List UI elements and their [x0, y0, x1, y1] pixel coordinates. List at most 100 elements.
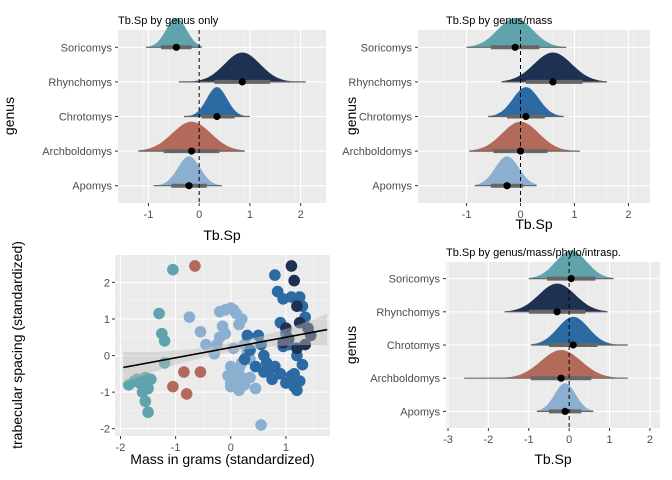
point-estimate-archboldomys [516, 147, 525, 155]
point-chrotomys [244, 344, 256, 356]
point-soricomys [158, 335, 171, 347]
xtick-label: -1 [462, 209, 472, 221]
y-axis-title: genus [343, 97, 359, 135]
density-soricomys [466, 17, 567, 48]
density-apomys [536, 383, 594, 412]
point-archboldomys [167, 380, 179, 393]
point-chrotomys [288, 368, 300, 380]
xtick-label: 1 [247, 209, 253, 221]
ytick-label: Apomys [400, 406, 440, 418]
density-rhynchomys [501, 52, 607, 82]
ytick-label: Chrotomys [59, 112, 113, 124]
ytick-label: Soricomys [361, 42, 413, 54]
point-apomys [235, 313, 248, 325]
x-axis-title: Tb.Sp [515, 216, 553, 232]
point-rhynchomys [293, 316, 306, 329]
point-apomys [183, 311, 196, 323]
density-chrotomys [488, 87, 564, 117]
point-chrotomys [252, 329, 265, 342]
x-axis-title: Tb.Sp [203, 227, 241, 243]
point-rhynchomys [291, 342, 303, 355]
ytick-label: 1 [104, 314, 110, 326]
xtick-label: 0 [196, 209, 202, 221]
xtick-label: -1 [171, 442, 181, 454]
point-archboldomys [194, 366, 207, 378]
point-estimate-rhynchomys [553, 308, 561, 316]
xtick-label: 0 [228, 442, 234, 454]
ytick-label: -1 [100, 387, 110, 399]
halfeye-panel-3: Soricomys Rhynchomys Chrotomys Archboldomys… [343, 247, 660, 467]
point-chrotomys [241, 329, 254, 342]
point-estimate-chrotomys [522, 112, 530, 121]
density-rhynchomys [504, 283, 608, 312]
point-estimate-apomys [185, 182, 193, 190]
y-axis-title: trabecular spacing (standardized) [9, 241, 25, 449]
point-chrotomys [269, 269, 281, 281]
point-apomys [200, 338, 212, 351]
point-estimate-rhynchomys [549, 78, 557, 86]
point-apomys [224, 377, 237, 389]
point-estimate-rhynchomys [238, 78, 246, 86]
halfeye-panel-1: Soricomys Rhynchomys Chrotomys Archboldomys… [342, 15, 650, 232]
density-soricomys [145, 17, 202, 48]
point-apomys [244, 371, 256, 384]
xtick-label: 2 [625, 209, 631, 221]
point-estimate-chrotomys [213, 112, 221, 121]
halfeye-panel-0: Soricomys Rhynchomys Chrotomys Archboldomys… [1, 15, 326, 243]
point-estimate-apomys [503, 182, 511, 190]
xtick-label: -1 [144, 209, 154, 221]
ytick-label: Soricomys [61, 42, 113, 54]
point-chrotomys [285, 291, 298, 303]
point-chrotomys [249, 360, 262, 373]
ytick-label: Apomys [72, 181, 112, 193]
point-apomys [249, 382, 262, 395]
point-chrotomys [293, 291, 306, 303]
xtick-label: 2 [647, 434, 653, 446]
point-chrotomys [296, 358, 309, 371]
density-chrotomys [530, 316, 628, 345]
xtick-label: -3 [443, 434, 453, 446]
xtick-label: 1 [571, 209, 577, 221]
point-soricomys [142, 406, 154, 419]
ytick-label: 0 [104, 351, 110, 363]
point-soricomys [167, 263, 179, 276]
density-archboldomys [138, 121, 245, 152]
point-chrotomys [269, 360, 281, 373]
point-rhynchomys [288, 274, 300, 287]
density-soricomys [528, 250, 614, 279]
xtick-label: -2 [484, 434, 494, 446]
point-soricomys [131, 373, 143, 386]
density-apomys [474, 156, 537, 186]
point-apomys [227, 342, 240, 355]
regression-line [123, 328, 328, 369]
density-rhynchomys [178, 52, 306, 82]
point-estimate-apomys [561, 407, 569, 415]
density-chrotomys [184, 87, 250, 117]
ytick-label: Chrotomys [387, 340, 441, 352]
point-chrotomys [238, 353, 251, 366]
point-chrotomys [258, 366, 270, 378]
point-apomys [219, 327, 232, 340]
xtick-label: 1 [606, 434, 612, 446]
x-axis-title: Tb.Sp [534, 451, 572, 467]
point-estimate-soricomys [172, 43, 180, 51]
ytick-label: Rhynchomys [376, 307, 440, 319]
ytick-label: Archboldomys [42, 146, 112, 158]
point-estimate-soricomys [567, 275, 575, 283]
point-estimate-archboldomys [187, 147, 196, 155]
point-estimate-chrotomys [569, 341, 577, 349]
panel-title: Tb.Sp by genus/mass [446, 15, 553, 27]
ytick-label: Archboldomys [342, 146, 412, 158]
point-estimate-soricomys [511, 43, 519, 51]
point-soricomys [153, 307, 165, 320]
ytick-label: Rhynchomys [348, 77, 412, 89]
density-archboldomys [464, 350, 628, 379]
panel-title: Tb.Sp by genus only [118, 15, 219, 27]
panel-title: Tb.Sp by genus/mass/phylo/intrasp. [446, 247, 621, 259]
xtick-label: -2 [116, 442, 126, 454]
ytick-label: Apomys [372, 181, 412, 193]
y-axis-title: genus [1, 97, 17, 135]
point-archboldomys [180, 388, 193, 400]
